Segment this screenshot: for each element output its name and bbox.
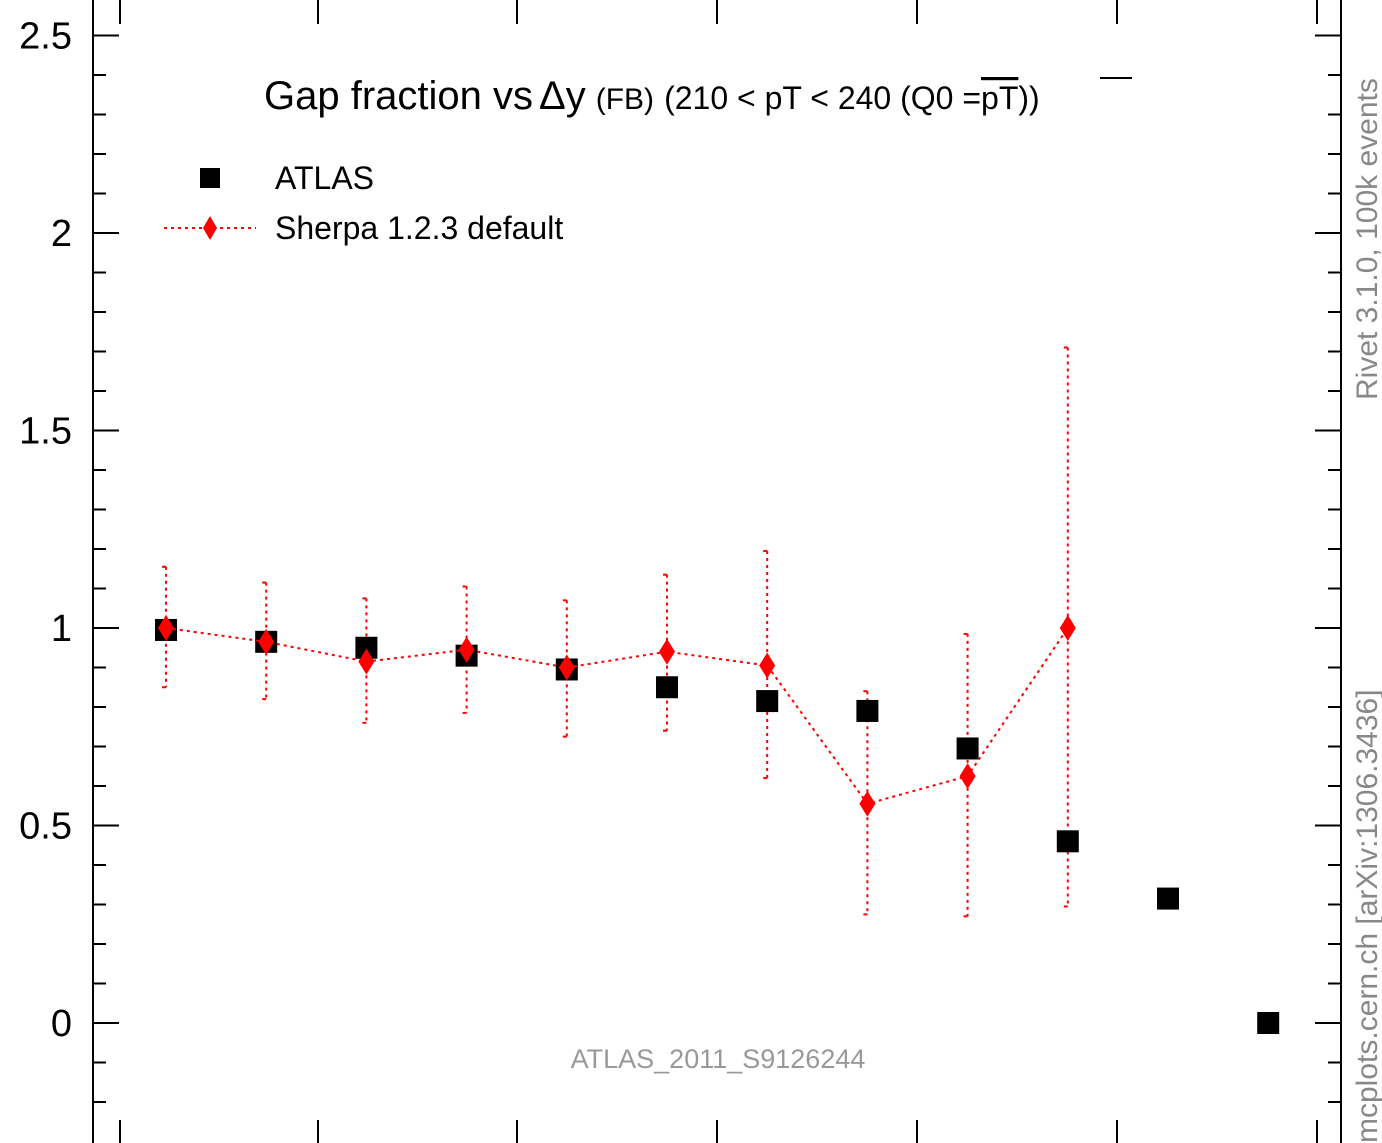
y-tick-label: 1.5 — [19, 411, 72, 453]
y-tick-label: 2 — [51, 213, 72, 255]
y-tick-labels: 0 0.5 1 1.5 2 2.5 — [19, 16, 72, 1046]
sherpa-line — [165, 627, 1069, 805]
sherpa-point — [258, 628, 275, 655]
side-label-rivet: Rivet 3.1.0, 100k events — [1351, 78, 1382, 400]
sherpa-point — [859, 790, 876, 817]
sherpa-point — [358, 648, 375, 675]
legend-label-atlas: ATLAS — [275, 160, 374, 196]
atlas-point — [355, 636, 378, 659]
y-tick-label: 1 — [51, 608, 72, 650]
legend-marker-sherpa — [203, 216, 217, 240]
atlas-point — [1157, 887, 1179, 910]
sherpa-point — [1059, 615, 1076, 641]
atlas-point — [1056, 830, 1079, 853]
y-tick-label: 0.5 — [19, 806, 72, 848]
sherpa-point — [158, 615, 174, 641]
legend-marker-atlas — [200, 168, 220, 188]
atlas-point — [856, 699, 879, 722]
chart-title: Gap fraction vs Δy (FB) (210 < pT < 240 (Q0… — [264, 74, 1040, 118]
analysis-annotation: ATLAS_2011_S9126244 — [571, 1044, 866, 1074]
atlas-point — [656, 676, 678, 699]
atlas-point — [1257, 1012, 1280, 1034]
legend: ATLAS Sherpa 1.2.3 default — [164, 160, 563, 246]
side-label-mcplots: mcplots.cern.ch [arXiv:1306.3436] — [1351, 689, 1382, 1143]
sherpa-point — [458, 636, 475, 663]
y-tick-label: 2.5 — [19, 16, 72, 58]
sherpa-point — [959, 763, 976, 790]
sherpa-point — [558, 654, 575, 681]
legend-label-sherpa: Sherpa 1.2.3 default — [275, 210, 563, 246]
y-tick-label: 0 — [51, 1003, 72, 1045]
series-layer — [155, 346, 1280, 1034]
atlas-point — [956, 737, 979, 760]
sherpa-point — [759, 652, 776, 679]
sherpa-point — [659, 638, 675, 665]
atlas-point — [756, 690, 779, 713]
axis-ticks — [93, 0, 1341, 1143]
plot-frame — [92, 0, 1342, 1143]
